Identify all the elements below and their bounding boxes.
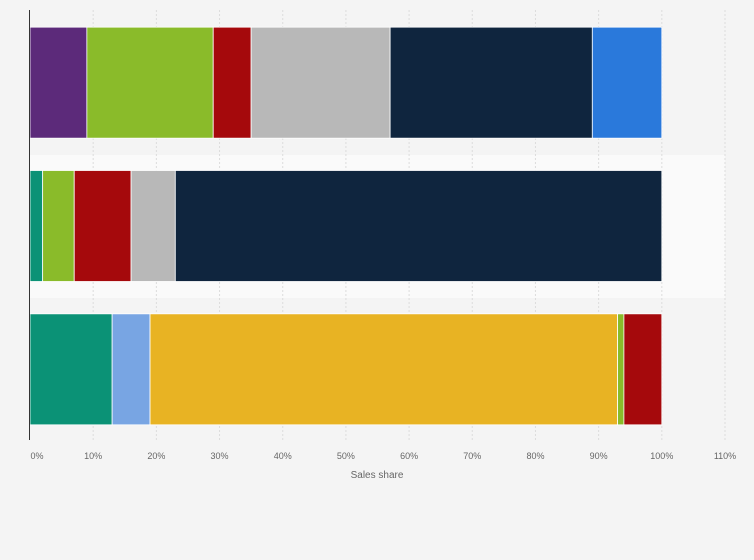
bar-segment[interactable]: [250, 26, 391, 139]
x-tick-label: 90%: [590, 451, 608, 461]
bar-segment[interactable]: [212, 26, 252, 139]
bar-row: [29, 170, 663, 282]
bar-row: [29, 313, 663, 426]
x-tick-label: 100%: [650, 451, 673, 461]
bar-segment[interactable]: [389, 26, 593, 139]
x-tick-label: 70%: [463, 451, 481, 461]
bar-segment[interactable]: [149, 313, 618, 426]
x-tick-label: 30%: [211, 451, 229, 461]
x-axis-ticks: 0% 10% 20% 30% 40% 50% 60% 70% 80% 90% 100% 110%: [30, 451, 736, 461]
x-tick-label: 0%: [30, 451, 43, 461]
bar-segment[interactable]: [86, 26, 214, 139]
bar-segment[interactable]: [29, 170, 44, 282]
x-tick-label: 110%: [714, 451, 736, 461]
bar-segment[interactable]: [29, 313, 113, 426]
x-tick-label: 20%: [147, 451, 165, 461]
x-tick-label: 60%: [400, 451, 418, 461]
bar-segment[interactable]: [42, 170, 75, 282]
bar-row: [29, 26, 663, 139]
bar-segment[interactable]: [130, 170, 176, 282]
bar-segment[interactable]: [623, 313, 663, 426]
bar-segment[interactable]: [591, 26, 663, 139]
bar-segment[interactable]: [617, 313, 625, 426]
x-tick-label: 10%: [84, 451, 102, 461]
x-tick-label: 50%: [337, 451, 355, 461]
x-axis-title: Sales share: [351, 470, 404, 481]
bars: [29, 26, 663, 426]
bar-segment[interactable]: [73, 170, 132, 282]
x-tick-label: 80%: [526, 451, 544, 461]
bar-segment[interactable]: [111, 313, 151, 426]
x-tick-label: 40%: [274, 451, 292, 461]
bar-segment[interactable]: [29, 26, 88, 139]
bar-segment[interactable]: [174, 170, 663, 282]
